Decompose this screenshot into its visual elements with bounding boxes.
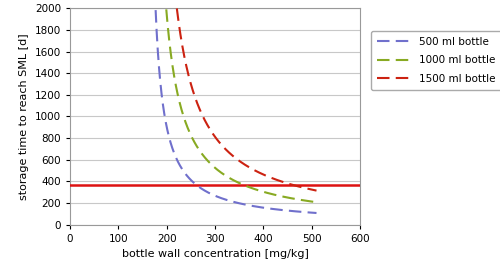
1500 ml bottle [314, 189, 320, 192]
Line: 500 ml bottle: 500 ml bottle [156, 10, 316, 213]
500 ml bottle [314, 211, 320, 215]
1000 ml bottle [183, 122, 189, 125]
500 ml bottle [152, 8, 158, 12]
1500 ml bottle [312, 189, 318, 192]
1500 ml bottle [189, 87, 195, 90]
X-axis label: bottle wall concentration [mg/kg]: bottle wall concentration [mg/kg] [122, 249, 308, 259]
1500 ml bottle [250, 167, 256, 171]
1500 ml bottle [174, 7, 180, 10]
500 ml bottle [184, 173, 190, 177]
500 ml bottle [197, 186, 203, 189]
1500 ml bottle [284, 181, 290, 185]
Line: 1500 ml bottle: 1500 ml bottle [177, 8, 316, 191]
1000 ml bottle [164, 8, 170, 11]
1000 ml bottle [276, 194, 282, 198]
500 ml bottle [296, 210, 302, 213]
1000 ml bottle [314, 201, 320, 204]
1000 ml bottle [214, 168, 220, 171]
1000 ml bottle [237, 182, 243, 185]
Y-axis label: storage time to reach SML [d]: storage time to reach SML [d] [19, 33, 29, 200]
Legend: 500 ml bottle, 1000 ml bottle, 1500 ml bottle: 500 ml bottle, 1000 ml bottle, 1500 ml b… [371, 31, 500, 90]
1000 ml bottle [190, 138, 196, 141]
500 ml bottle [286, 209, 292, 212]
1000 ml bottle [263, 191, 269, 194]
500 ml bottle [312, 211, 318, 215]
Line: 1000 ml bottle: 1000 ml bottle [166, 9, 316, 202]
1500 ml bottle [257, 171, 263, 175]
1500 ml bottle [262, 173, 268, 177]
500 ml bottle [284, 209, 290, 212]
